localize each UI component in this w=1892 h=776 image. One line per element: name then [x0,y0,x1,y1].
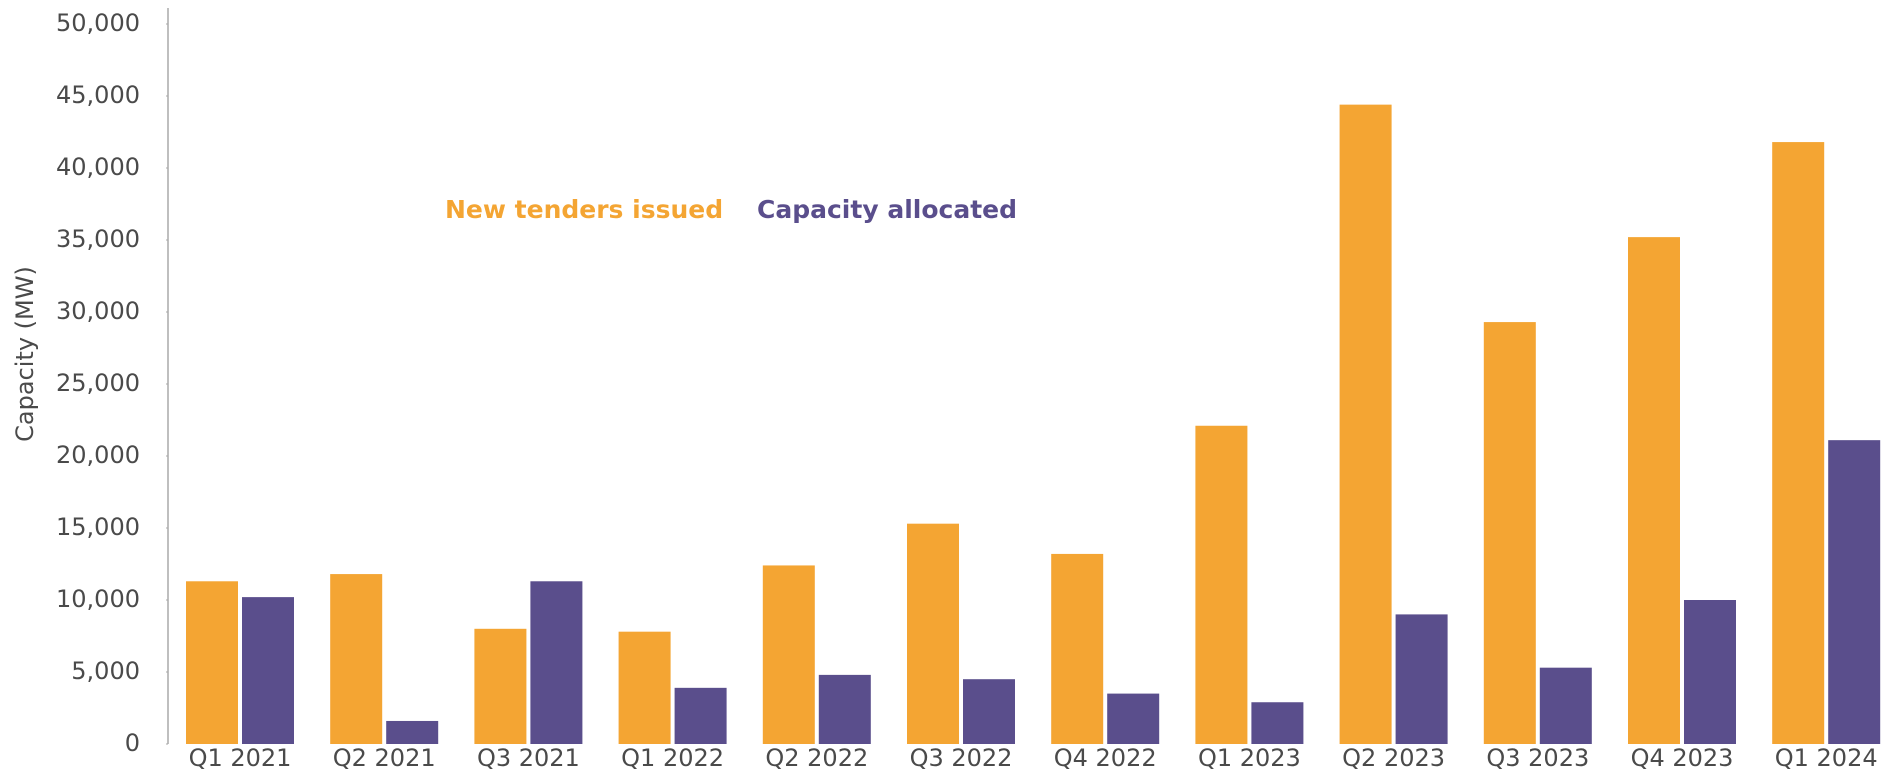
y-tick-label: 40,000 [56,153,140,181]
x-tick-label: Q3 2022 [910,744,1013,772]
legend-entry: Capacity allocated [757,195,1017,224]
x-tick-label: Q4 2022 [1054,744,1157,772]
y-axis-label: Capacity (MW) [11,266,39,442]
y-tick-label: 10,000 [56,585,140,613]
bar [386,720,439,744]
bar [330,574,383,744]
bar [1051,553,1104,744]
x-tick-label: Q2 2022 [765,744,868,772]
bar [186,581,238,744]
x-tick-label: Q2 2021 [333,744,436,772]
bar [1395,614,1448,744]
bar [907,523,959,744]
x-tick-label: Q4 2023 [1631,744,1734,772]
bar [762,565,815,744]
y-tick-label: 25,000 [56,369,140,397]
bar [818,674,871,744]
bar [242,597,294,744]
y-tick-label: 15,000 [56,513,140,541]
bar [618,631,671,744]
y-tick-label: 20,000 [56,441,140,469]
x-tick-label: Q1 2023 [1198,744,1301,772]
x-tick-label: Q2 2023 [1342,744,1445,772]
bar [1828,440,1881,744]
bar [1539,667,1592,744]
bar [1772,142,1825,744]
y-tick-label: 0 [125,729,140,757]
bar [1628,237,1680,744]
y-tick-label: 45,000 [56,81,140,109]
bar [1339,104,1392,744]
bar [674,687,727,744]
legend-entry: New tenders issued [445,195,723,224]
y-tick-label: 35,000 [56,225,140,253]
x-tick-label: Q3 2023 [1486,744,1589,772]
x-tick-label: Q3 2021 [477,744,580,772]
bar [1251,702,1304,744]
y-tick-label: 50,000 [56,9,140,37]
x-tick-label: Q1 2022 [621,744,724,772]
bar [963,679,1015,744]
bar [474,628,527,744]
bar [530,581,583,744]
y-tick-label: 30,000 [56,297,140,325]
bar [1195,425,1248,744]
y-tick-label: 5,000 [71,657,140,685]
bar [1684,600,1736,744]
bar [1107,693,1160,744]
x-tick-label: Q1 2024 [1775,744,1878,772]
x-tick-label: Q1 2021 [189,744,292,772]
bar [1483,322,1536,744]
